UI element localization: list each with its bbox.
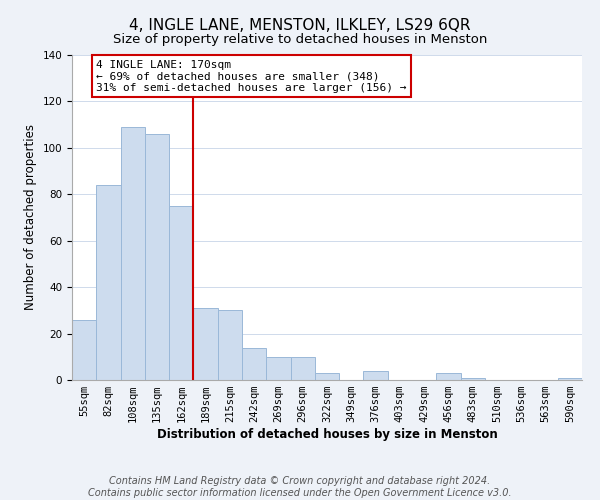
Bar [315, 373, 339, 380]
Bar [290, 357, 315, 380]
Bar [364, 370, 388, 380]
Bar [218, 310, 242, 380]
Bar [558, 378, 582, 380]
X-axis label: Distribution of detached houses by size in Menston: Distribution of detached houses by size … [157, 428, 497, 441]
Y-axis label: Number of detached properties: Number of detached properties [24, 124, 37, 310]
Text: 4, INGLE LANE, MENSTON, ILKLEY, LS29 6QR: 4, INGLE LANE, MENSTON, ILKLEY, LS29 6QR [129, 18, 471, 32]
Bar [266, 357, 290, 380]
Bar [436, 373, 461, 380]
Text: 4 INGLE LANE: 170sqm
← 69% of detached houses are smaller (348)
31% of semi-deta: 4 INGLE LANE: 170sqm ← 69% of detached h… [96, 60, 407, 93]
Bar [96, 185, 121, 380]
Bar [193, 308, 218, 380]
Bar [121, 127, 145, 380]
Bar [72, 320, 96, 380]
Bar [242, 348, 266, 380]
Text: Size of property relative to detached houses in Menston: Size of property relative to detached ho… [113, 32, 487, 46]
Text: Contains HM Land Registry data © Crown copyright and database right 2024.
Contai: Contains HM Land Registry data © Crown c… [88, 476, 512, 498]
Bar [461, 378, 485, 380]
Bar [169, 206, 193, 380]
Bar [145, 134, 169, 380]
